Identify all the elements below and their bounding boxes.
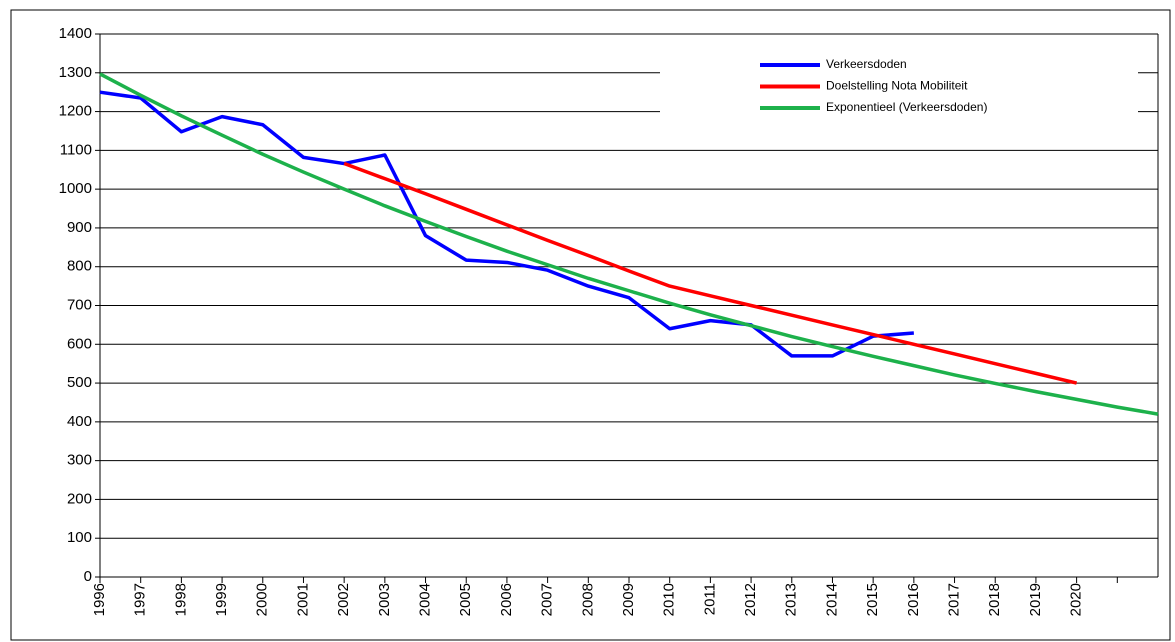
y-tick-label: 700: [67, 296, 92, 313]
y-tick-label: 1200: [59, 103, 92, 120]
x-tick-label: 2000: [254, 583, 271, 616]
y-tick-label: 1400: [59, 25, 92, 42]
x-tick-label: 2013: [783, 583, 800, 616]
x-tick-label: 2008: [579, 583, 596, 616]
y-tick-label: 1300: [59, 64, 92, 81]
x-tick-label: 2017: [946, 583, 963, 616]
y-tick-label: 500: [67, 374, 92, 391]
x-tick-label: 2018: [986, 583, 1003, 616]
legend-label: Verkeersdoden: [826, 57, 907, 71]
x-tick-label: 2012: [742, 583, 759, 616]
x-tick-label: 2011: [701, 583, 718, 615]
series-line: [99, 72, 1159, 416]
x-tick-label: 2016: [905, 583, 922, 616]
y-tick-label: 0: [84, 568, 92, 585]
y-tick-label: 400: [67, 413, 92, 430]
y-tick-label: 200: [67, 490, 92, 507]
series-line: [99, 90, 914, 358]
x-tick-label: 1996: [91, 583, 108, 616]
series-line: [343, 161, 1078, 385]
x-tick-label: 2004: [417, 583, 434, 616]
y-tick-label: 300: [67, 452, 92, 469]
y-tick-label: 100: [67, 529, 92, 546]
x-tick-label: 2010: [661, 583, 678, 616]
x-tick-label: 2019: [1027, 583, 1044, 616]
y-tick-label: 1000: [59, 180, 92, 197]
legend-label: Doelstelling Nota Mobiliteit: [826, 79, 968, 93]
x-tick-label: 2003: [376, 583, 393, 616]
x-tick-label: 2020: [1068, 583, 1085, 616]
x-tick-label: 1998: [172, 583, 189, 616]
y-tick-label: 600: [67, 335, 92, 352]
y-tick-label: 1100: [60, 141, 92, 158]
y-tick-label: 900: [67, 219, 92, 236]
x-tick-label: 2006: [498, 583, 515, 616]
x-tick-label: 2001: [294, 583, 311, 616]
x-tick-label: 2014: [823, 583, 840, 616]
legend-box: [660, 52, 1138, 122]
y-tick-label: 800: [67, 258, 92, 275]
x-tick-label: 1999: [213, 583, 230, 616]
x-tick-label: 2015: [864, 583, 881, 616]
x-tick-label: 2007: [539, 583, 556, 616]
legend-label: Exponentieel (Verkeersdoden): [826, 100, 987, 114]
x-tick-label: 2009: [620, 583, 637, 616]
x-tick-label: 2005: [457, 583, 474, 616]
x-tick-label: 1997: [132, 583, 149, 616]
x-tick-label: 2002: [335, 583, 352, 616]
